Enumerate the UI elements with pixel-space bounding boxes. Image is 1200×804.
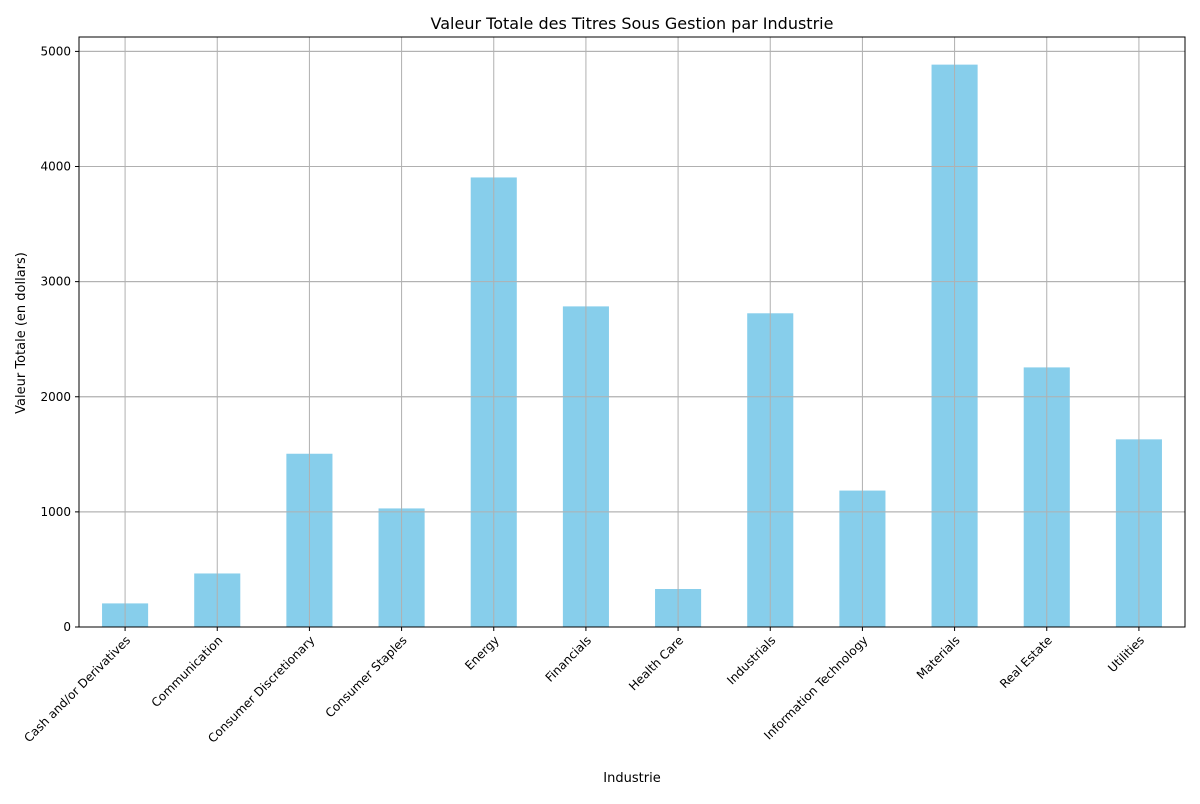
grid-layer: [79, 50, 1185, 628]
x-tick-label: Communication: [149, 633, 226, 710]
bars-layer: [102, 64, 1162, 627]
plot-frame: [78, 36, 1186, 628]
x-tick-label: Information Technology: [761, 633, 870, 742]
grid-front-layer: [79, 37, 1185, 628]
x-tick-label: Consumer Discretionary: [205, 633, 317, 745]
x-tick-label: Financials: [543, 633, 594, 684]
x-tick-label: Health Care: [626, 633, 686, 693]
x-tick-label: Consumer Staples: [323, 633, 410, 720]
y-tick-label: 4000: [40, 160, 71, 174]
y-tick-label: 1000: [40, 505, 71, 519]
axes-layer: [78, 36, 1186, 628]
x-axis-label: Industrie: [603, 771, 660, 786]
x-tick-label: Industrials: [724, 633, 778, 687]
x-tick-label: Energy: [462, 633, 502, 673]
y-tick-label: 3000: [40, 275, 71, 289]
x-tick-label: Materials: [914, 633, 963, 682]
y-axis-label: Valeur Totale (en dollars): [14, 252, 29, 414]
x-tick-label: Utilities: [1105, 633, 1147, 675]
y-tick-label: 5000: [40, 44, 71, 58]
y-tick-label: 0: [63, 620, 71, 634]
chart-title: Valeur Totale des Titres Sous Gestion pa…: [431, 14, 834, 33]
x-tick-label: Real Estate: [997, 633, 1055, 691]
y-tick-label: 2000: [40, 390, 71, 404]
x-tick-label: Cash and/or Derivatives: [21, 633, 133, 745]
